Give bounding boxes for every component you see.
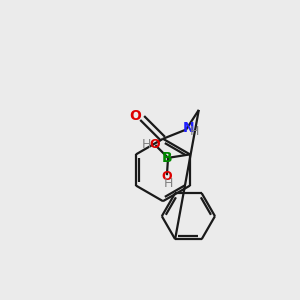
Text: O: O	[149, 138, 160, 151]
Text: H: H	[164, 178, 173, 190]
Text: B: B	[162, 151, 172, 165]
Text: O: O	[162, 170, 172, 183]
Text: N: N	[183, 122, 195, 135]
Text: H: H	[190, 125, 200, 138]
Text: O: O	[129, 109, 141, 123]
Text: H: H	[142, 138, 151, 151]
